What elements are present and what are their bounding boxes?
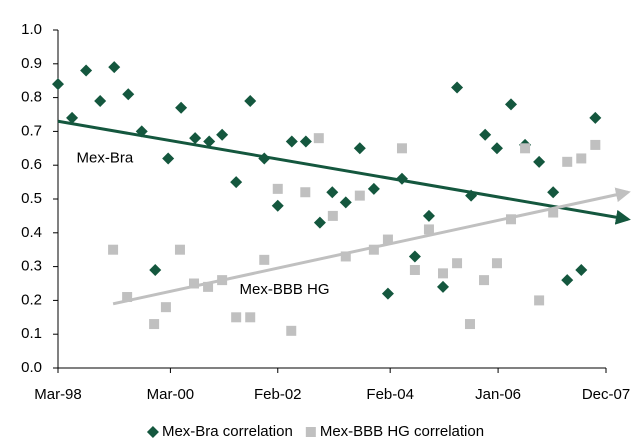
- diamond-point: [244, 94, 257, 107]
- annotation-background: [237, 281, 332, 299]
- square-point: [382, 234, 393, 245]
- y-tick-label: 0.5: [21, 190, 42, 207]
- diamond-point: [422, 209, 435, 222]
- diamond-point: [505, 98, 518, 111]
- diamond-point: [575, 263, 588, 276]
- diamond-point: [149, 263, 162, 276]
- square-point: [174, 244, 185, 255]
- diamond-point: [437, 280, 450, 293]
- y-tick-label: 0.1: [21, 325, 42, 342]
- square-point: [149, 319, 160, 330]
- square-point: [452, 258, 463, 269]
- diamond-point: [230, 176, 243, 189]
- square-point: [491, 258, 502, 269]
- y-tick-label: 0.2: [21, 291, 42, 308]
- square-point: [122, 292, 133, 303]
- diamond-point: [339, 196, 352, 209]
- x-tick-label: Dec-07: [582, 386, 630, 403]
- diamond-point: [589, 111, 602, 124]
- square-point: [108, 244, 119, 255]
- square-point: [548, 207, 559, 218]
- diamond-point: [490, 142, 503, 155]
- diamond-point: [108, 61, 121, 74]
- diamond-point: [271, 199, 284, 212]
- square-point: [245, 312, 256, 323]
- square-point: [479, 275, 490, 286]
- trend-arrow: [57, 119, 631, 225]
- diamond-point: [408, 250, 421, 263]
- diamond-point: [299, 135, 312, 148]
- diamond-point: [52, 78, 64, 91]
- square-point: [423, 224, 434, 235]
- trend-annotation: Mex-BBB HG: [240, 281, 330, 298]
- square-point: [506, 214, 517, 225]
- diamond-point: [203, 135, 216, 148]
- annotation-background: [74, 149, 136, 167]
- diamond-point: [80, 64, 93, 77]
- y-tick-label: 0.4: [21, 224, 42, 241]
- legend-label: Mex-BBB HG correlation: [320, 423, 484, 440]
- diamond-point: [451, 81, 464, 94]
- x-tick-label: Feb-02: [254, 386, 302, 403]
- square-point: [576, 153, 587, 164]
- square-point: [259, 254, 270, 265]
- square-point: [464, 319, 475, 330]
- y-tick-label: 0.3: [21, 258, 42, 275]
- diamond-point: [547, 186, 560, 199]
- square-point: [203, 281, 214, 292]
- x-tick-label: Feb-04: [366, 386, 414, 403]
- y-tick-label: 1.0: [21, 21, 42, 38]
- square-point: [231, 312, 242, 323]
- square-point: [300, 187, 311, 198]
- square-point: [189, 278, 200, 289]
- diamond-point: [285, 135, 298, 148]
- diamond-point: [561, 274, 574, 287]
- square-point: [272, 183, 283, 194]
- square-point: [286, 325, 297, 336]
- square-point: [562, 156, 573, 167]
- y-tick-label: 0.6: [21, 156, 42, 173]
- square-point: [520, 143, 531, 154]
- diamond-point: [353, 142, 366, 155]
- square-point: [534, 295, 545, 306]
- diamond-point: [216, 128, 229, 141]
- y-tick-label: 0.7: [21, 122, 42, 139]
- legend: Mex-Bra correlation Mex-BBB HG correlatio…: [146, 423, 484, 440]
- x-tick-label: Jan-06: [475, 386, 521, 403]
- square-point: [590, 139, 601, 150]
- legend-marker: [305, 427, 316, 437]
- diamond-point: [122, 88, 135, 101]
- diamond-point: [326, 186, 339, 199]
- square-point: [409, 264, 420, 275]
- diamond-point: [313, 216, 326, 229]
- diamond-point: [533, 155, 546, 168]
- diamond-point: [162, 152, 175, 165]
- trend-annotation: Mex-Bra: [77, 149, 134, 166]
- square-point: [340, 251, 351, 262]
- square-point: [313, 133, 324, 144]
- square-point: [160, 302, 171, 313]
- diamond-point: [381, 287, 394, 300]
- y-tick-label: 0.0: [21, 359, 42, 376]
- y-tick-label: 0.9: [21, 55, 42, 72]
- trend-arrow: [112, 187, 631, 306]
- x-tick-label: Mar-00: [147, 386, 195, 403]
- diamond-point: [175, 101, 188, 114]
- legend-label: Mex-Bra correlation: [162, 423, 293, 440]
- legend-marker: [146, 426, 159, 438]
- square-point: [327, 210, 338, 221]
- square-point: [396, 143, 407, 154]
- square-point: [354, 190, 365, 201]
- square-point: [438, 268, 449, 279]
- x-tick-label: Mar-98: [34, 386, 82, 403]
- diamond-point: [367, 182, 380, 195]
- y-tick-label: 0.8: [21, 89, 42, 106]
- square-point: [368, 244, 379, 255]
- diamond-point: [66, 111, 79, 124]
- diamond-point: [189, 132, 202, 145]
- diamond-point: [94, 94, 107, 107]
- diamond-point: [479, 128, 492, 141]
